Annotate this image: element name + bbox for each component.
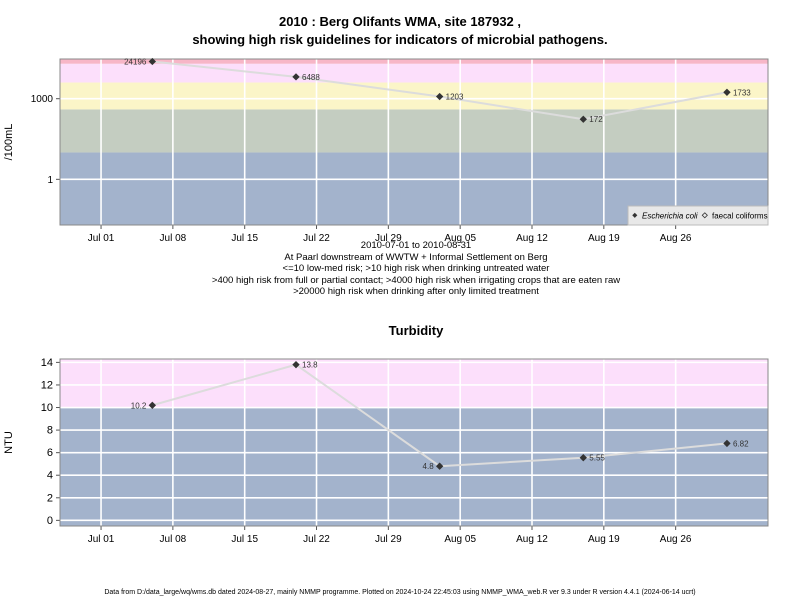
data-point — [435, 462, 444, 470]
y-tick-label: 1000 — [31, 94, 54, 105]
x-tick-label: Aug 05 — [444, 534, 476, 545]
x-tick-label: Jul 22 — [303, 534, 330, 545]
y-tick-label: 0 — [47, 515, 53, 527]
y-tick-label: 6 — [47, 447, 53, 459]
data-point — [148, 401, 157, 409]
caption-line: <=10 low-med risk; >10 high risk when dr… — [282, 263, 550, 274]
x-tick-label: Aug 05 — [444, 233, 476, 244]
x-tick-label: Jul 01 — [88, 233, 115, 244]
caption-line: 2010-07-01 to 2010-08-31 — [360, 240, 472, 251]
data-label: 6488 — [302, 73, 320, 82]
legend-marker-hollow — [701, 212, 708, 219]
y-tick-label: 1 — [47, 175, 53, 186]
x-tick-label: Jul 29 — [375, 534, 402, 545]
x-tick-label: Aug 26 — [660, 233, 692, 244]
data-label: 1733 — [733, 88, 751, 97]
risk-band — [60, 63, 768, 83]
data-label: 24196 — [124, 58, 147, 67]
data-label: 13.8 — [302, 361, 318, 370]
chart-title-line-1: 2010 : Berg Olifants WMA, site 187932 , — [278, 14, 522, 29]
y-tick-label: 8 — [47, 425, 53, 437]
legend-label: Escherichia coli — [642, 212, 698, 221]
y-tick-label: 2 — [47, 492, 53, 504]
data-label: 5.55 — [589, 454, 605, 463]
chart-caption: 2010-07-01 to 2010-08-31 At Paarl downst… — [64, 240, 768, 298]
x-tick-label: Jul 01 — [88, 534, 115, 545]
caption-line: At Paarl downstream of WWTW + Informal S… — [284, 251, 548, 263]
chart-title-line-2: showing high risk guidelines for indicat… — [192, 32, 608, 47]
x-tick-label: Jul 29 — [375, 233, 402, 244]
data-label: 4.8 — [423, 462, 435, 471]
caption-line: >20000 high risk when drinking after onl… — [293, 286, 539, 297]
data-label: 6.82 — [733, 439, 749, 448]
data-point — [723, 88, 731, 96]
x-tick-label: Jul 15 — [231, 233, 258, 244]
data-point — [579, 454, 587, 462]
turbidity-title: Turbidity — [388, 323, 444, 338]
data-label: 1203 — [446, 93, 464, 102]
x-tick-label: Jul 08 — [160, 534, 187, 545]
risk-band — [60, 407, 768, 526]
data-point — [292, 73, 300, 81]
y-axis-label: NTU — [3, 431, 15, 454]
x-tick-label: Jul 15 — [231, 534, 258, 545]
y-axis-label: /100mL — [3, 124, 15, 161]
risk-band — [60, 59, 768, 64]
y-tick-label: 4 — [47, 470, 53, 482]
caption-line: >400 high risk from full or partial cont… — [211, 274, 621, 286]
data-point — [292, 360, 300, 369]
risk-band — [60, 359, 768, 408]
x-tick-label: Aug 26 — [660, 534, 692, 545]
y-tick-label: 12 — [41, 379, 53, 391]
data-point — [723, 439, 731, 448]
y-tick-label: 10 — [41, 402, 53, 414]
x-tick-label: Aug 19 — [588, 534, 620, 545]
x-tick-label: Aug 12 — [516, 233, 548, 244]
plot-frame — [59, 58, 769, 226]
legend-label: faecal coliforms — [712, 212, 768, 221]
legend-box — [627, 205, 769, 226]
x-tick-label: Aug 19 — [588, 233, 620, 244]
footer-note: Data from D:/data_large/wq/wms.db dated … — [104, 589, 696, 596]
data-label: 172 — [589, 115, 603, 124]
x-tick-label: Aug 12 — [516, 534, 548, 545]
x-tick-label: Jul 22 — [303, 233, 330, 244]
y-tick-label: 14 — [41, 357, 53, 369]
plot-frame — [59, 358, 769, 527]
risk-band — [60, 82, 768, 110]
risk-band — [60, 109, 768, 153]
x-tick-label: Jul 08 — [160, 233, 187, 244]
data-label: 10.2 — [131, 401, 147, 410]
